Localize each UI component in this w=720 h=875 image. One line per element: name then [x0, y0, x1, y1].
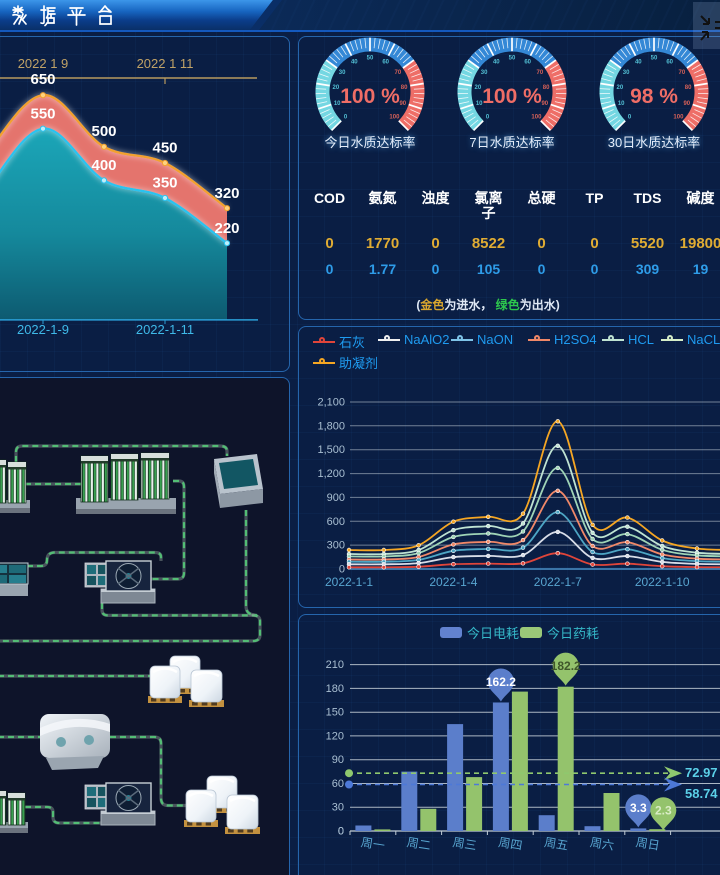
svg-text:98 %: 98 % — [630, 85, 678, 108]
svg-text:350: 350 — [152, 175, 177, 192]
svg-text:182.2: 182.2 — [551, 659, 581, 673]
svg-text:30: 30 — [332, 802, 344, 814]
svg-text:周四: 周四 — [497, 835, 523, 853]
svg-text:80: 80 — [685, 85, 692, 91]
svg-text:2022-1-9: 2022-1-9 — [17, 322, 69, 337]
svg-text:60: 60 — [524, 60, 531, 66]
svg-text:162.2: 162.2 — [486, 675, 516, 689]
svg-text:220: 220 — [214, 220, 239, 237]
svg-text:周六: 周六 — [589, 835, 615, 853]
svg-text:50: 50 — [509, 56, 516, 62]
svg-text:550: 550 — [30, 106, 55, 123]
svg-text:58.74: 58.74 — [685, 786, 718, 801]
svg-text:60: 60 — [666, 60, 673, 66]
svg-text:40: 40 — [635, 60, 642, 66]
svg-text:100: 100 — [389, 115, 400, 121]
svg-text:2022 1 9: 2022 1 9 — [18, 56, 69, 71]
svg-text:2022-1-4: 2022-1-4 — [429, 575, 477, 589]
svg-text:0: 0 — [338, 826, 344, 838]
svg-text:100 %: 100 % — [482, 85, 542, 108]
svg-text:周三: 周三 — [452, 835, 478, 853]
svg-text:70: 70 — [537, 70, 544, 76]
svg-text:100: 100 — [531, 115, 542, 121]
svg-text:40: 40 — [351, 60, 358, 66]
svg-text:30: 30 — [339, 70, 346, 76]
svg-text:80: 80 — [401, 85, 408, 91]
svg-text:0: 0 — [339, 564, 345, 576]
svg-text:20: 20 — [475, 85, 482, 91]
svg-text:10: 10 — [476, 101, 483, 107]
svg-text:40: 40 — [493, 60, 500, 66]
svg-text:70: 70 — [395, 70, 402, 76]
svg-text:2022-1-1: 2022-1-1 — [325, 575, 373, 589]
svg-text:0: 0 — [628, 115, 632, 121]
svg-text:周五: 周五 — [543, 835, 569, 853]
svg-text:650: 650 — [30, 71, 55, 88]
svg-text:500: 500 — [91, 123, 116, 140]
svg-text:90: 90 — [683, 101, 690, 107]
svg-text:10: 10 — [334, 101, 341, 107]
svg-text:1,800: 1,800 — [317, 420, 345, 432]
svg-text:100: 100 — [673, 115, 684, 121]
svg-text:0: 0 — [338, 826, 344, 838]
svg-text:50: 50 — [651, 56, 658, 62]
svg-text:80: 80 — [543, 85, 550, 91]
svg-text:3.3: 3.3 — [630, 801, 647, 815]
svg-text:20: 20 — [617, 85, 624, 91]
svg-text:2,100: 2,100 — [317, 397, 345, 409]
svg-text:60: 60 — [382, 60, 389, 66]
svg-text:2022 1 11: 2022 1 11 — [137, 56, 194, 71]
svg-text:90: 90 — [541, 101, 548, 107]
svg-text:320: 320 — [214, 185, 239, 202]
svg-text:50: 50 — [367, 56, 374, 62]
svg-text:210: 210 — [326, 659, 344, 671]
svg-text:周一: 周一 — [360, 835, 386, 853]
svg-text:0: 0 — [486, 115, 490, 121]
svg-text:0: 0 — [344, 115, 348, 121]
svg-text:150: 150 — [326, 707, 344, 719]
svg-text:30: 30 — [481, 70, 488, 76]
svg-text:300: 300 — [327, 540, 345, 552]
svg-text:2.3: 2.3 — [655, 804, 672, 818]
svg-text:1,200: 1,200 — [317, 468, 345, 480]
svg-text:30: 30 — [623, 70, 630, 76]
svg-text:周日: 周日 — [635, 835, 661, 853]
svg-text:周二: 周二 — [406, 835, 432, 853]
svg-text:2022-1-11: 2022-1-11 — [136, 322, 194, 337]
svg-text:450: 450 — [152, 140, 177, 157]
svg-text:100 %: 100 % — [340, 85, 400, 108]
svg-text:2022-1-7: 2022-1-7 — [534, 575, 582, 589]
svg-text:72.97: 72.97 — [685, 765, 718, 780]
svg-text:90: 90 — [399, 101, 406, 107]
svg-text:1,500: 1,500 — [317, 444, 345, 456]
svg-text:90: 90 — [332, 754, 344, 766]
svg-text:20: 20 — [333, 85, 340, 91]
svg-text:120: 120 — [326, 730, 344, 742]
svg-text:180: 180 — [326, 683, 344, 695]
svg-text:10: 10 — [618, 101, 625, 107]
svg-text:2022-1-10: 2022-1-10 — [635, 575, 690, 589]
svg-text:70: 70 — [679, 70, 686, 76]
svg-text:600: 600 — [327, 516, 345, 528]
svg-text:400: 400 — [91, 157, 116, 174]
svg-text:60: 60 — [332, 778, 344, 790]
svg-text:900: 900 — [327, 492, 345, 504]
